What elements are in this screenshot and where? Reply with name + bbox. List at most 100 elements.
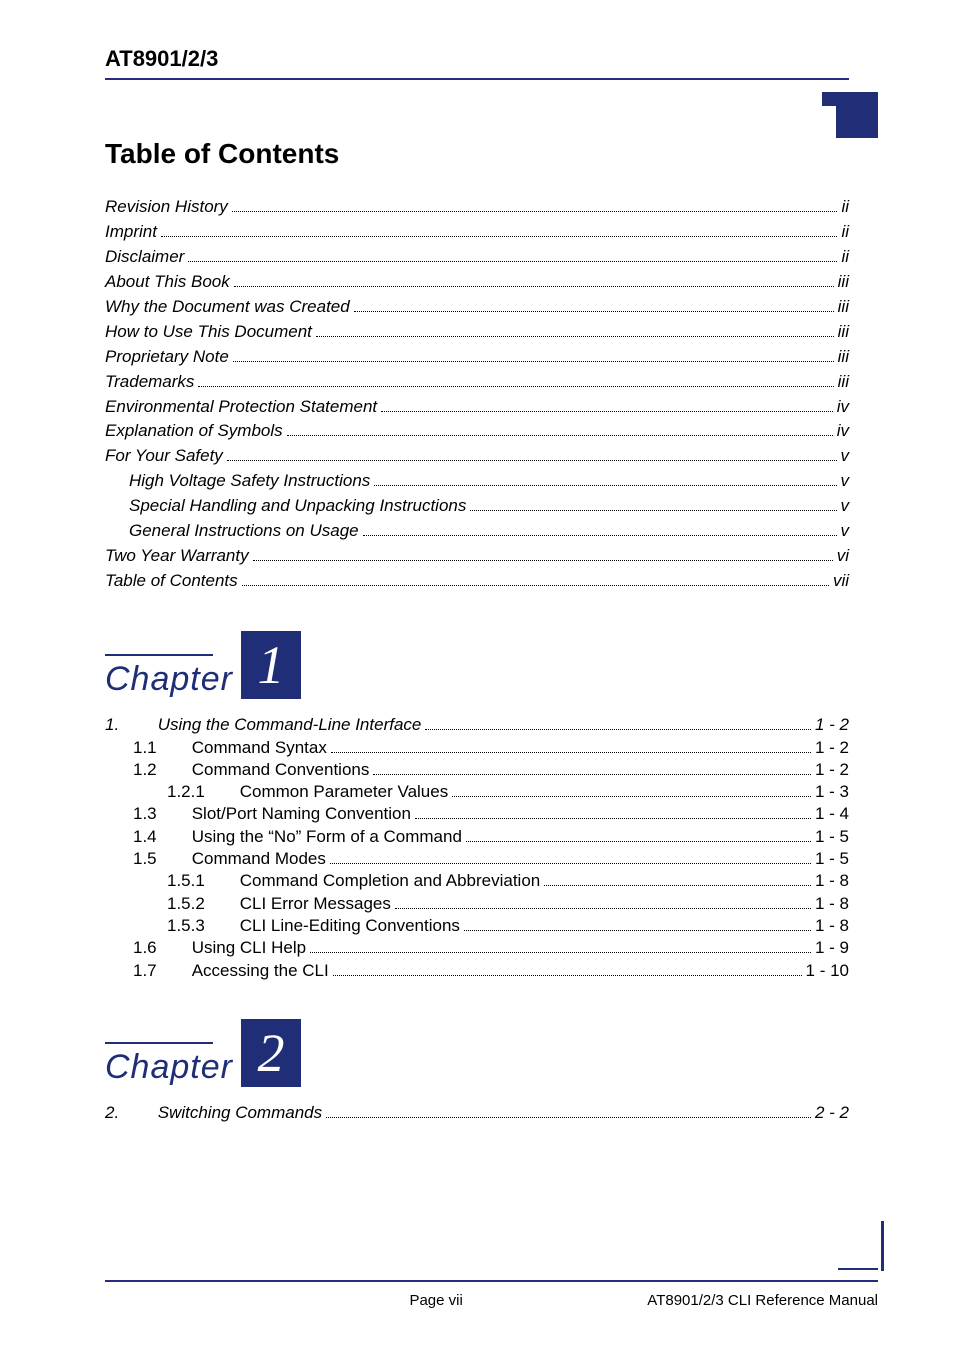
toc-page: 1 - 5 — [815, 849, 849, 869]
chapter-rule — [105, 1042, 213, 1044]
toc-page: 1 - 8 — [815, 916, 849, 936]
toc-entry-number: 1.2.1 — [105, 782, 235, 802]
toc-row[interactable]: For Your Safety v — [105, 445, 849, 468]
toc-leader-dots — [544, 871, 811, 886]
toc-leader-dots — [188, 247, 837, 262]
toc-row[interactable]: General Instructions on Usage v — [105, 520, 849, 543]
toc-row[interactable]: 1.3 Slot/Port Naming Convention 1 - 4 — [105, 804, 849, 824]
doc-id: AT8901/2/3 — [105, 46, 849, 72]
footer-left-spacer — [105, 1292, 225, 1309]
toc-row[interactable]: 1. Using the Command-Line Interface 1 - … — [105, 715, 849, 735]
toc-page: iii — [838, 321, 849, 344]
chapter-heading: Chapter1 — [105, 631, 849, 699]
toc-row[interactable]: 1.4 Using the “No” Form of a Command 1 -… — [105, 826, 849, 846]
toc-row[interactable]: 1.5.3 CLI Line-Editing Conventions 1 - 8 — [105, 916, 849, 936]
toc-leader-dots — [395, 893, 811, 908]
toc-leader-dots — [161, 222, 837, 237]
footer-doc-title: AT8901/2/3 CLI Reference Manual — [647, 1292, 878, 1309]
toc-leader-dots — [227, 446, 837, 461]
toc-page: v — [841, 470, 850, 493]
toc-label: Special Handling and Unpacking Instructi… — [129, 495, 466, 518]
toc-label: Revision History — [105, 196, 228, 219]
toc-label: Using the “No” Form of a Command — [187, 827, 462, 847]
toc-label: Table of Contents — [105, 570, 238, 593]
chapter-number-box: 2 — [241, 1019, 301, 1087]
toc-page: iii — [838, 371, 849, 394]
toc-leader-dots — [310, 938, 811, 953]
toc-row[interactable]: 1.2.1 Common Parameter Values 1 - 3 — [105, 782, 849, 802]
toc-leader-dots — [373, 760, 811, 775]
toc-leader-dots — [287, 421, 833, 436]
toc-row[interactable]: Trademarks iii — [105, 371, 849, 394]
toc-page: 1 - 2 — [815, 715, 849, 735]
toc-page: vii — [833, 570, 849, 593]
toc-label: Using CLI Help — [187, 938, 306, 958]
toc-label: Two Year Warranty — [105, 545, 249, 568]
chapter-label: Chapter — [105, 660, 233, 699]
toc-row[interactable]: 1.1 Command Syntax 1 - 2 — [105, 737, 849, 757]
toc-row[interactable]: Special Handling and Unpacking Instructi… — [105, 495, 849, 518]
toc-row[interactable]: About This Book iii — [105, 271, 849, 294]
toc-row[interactable]: Environmental Protection Statement iv — [105, 396, 849, 419]
toc-entry-number: 1.5 — [105, 849, 187, 869]
toc-label: About This Book — [105, 271, 230, 294]
toc-label: Command Completion and Abbreviation — [235, 871, 540, 891]
toc-label: Command Syntax — [187, 738, 327, 758]
toc-row[interactable]: Revision History ii — [105, 196, 849, 219]
toc-label: Why the Document was Created — [105, 296, 350, 319]
header-rule — [105, 78, 849, 80]
toc-label: Proprietary Note — [105, 346, 229, 369]
toc-label: General Instructions on Usage — [129, 520, 359, 543]
toc-label: Environmental Protection Statement — [105, 396, 377, 419]
toc-label: Command Conventions — [187, 760, 369, 780]
toc-leader-dots — [330, 849, 811, 864]
page-tab-icon — [836, 92, 878, 138]
toc-row[interactable]: Two Year Warranty vi — [105, 545, 849, 568]
toc-label: High Voltage Safety Instructions — [129, 470, 370, 493]
toc-row[interactable]: Table of Contents vii — [105, 570, 849, 593]
toc-label: Trademarks — [105, 371, 194, 394]
toc-leader-dots — [242, 571, 829, 586]
toc-row[interactable]: 1.5 Command Modes 1 - 5 — [105, 849, 849, 869]
toc-page: 2 - 2 — [815, 1103, 849, 1123]
toc-page: ii — [841, 221, 849, 244]
toc-label: Using the Command-Line Interface — [153, 715, 421, 735]
chapter-number-box: 1 — [241, 631, 301, 699]
toc-label: Switching Commands — [153, 1103, 322, 1123]
toc-label: Explanation of Symbols — [105, 420, 283, 443]
toc-row[interactable]: Proprietary Note iii — [105, 346, 849, 369]
toc-page: iv — [837, 396, 849, 419]
toc-page: iii — [838, 271, 849, 294]
toc-leader-dots — [326, 1103, 811, 1118]
page: AT8901/2/3 Table of Contents Revision Hi… — [0, 0, 954, 1351]
toc-label: Disclaimer — [105, 246, 184, 269]
toc-row[interactable]: How to Use This Document iii — [105, 321, 849, 344]
toc-page: ii — [841, 196, 849, 219]
footer-side-accent-icon — [874, 1221, 884, 1271]
toc-row[interactable]: 2. Switching Commands 2 - 2 — [105, 1103, 849, 1123]
toc-row[interactable]: Explanation of Symbols iv — [105, 420, 849, 443]
toc-label: Slot/Port Naming Convention — [187, 804, 411, 824]
toc-leader-dots — [452, 782, 811, 797]
toc-leader-dots — [466, 826, 811, 841]
toc-row[interactable]: 1.6 Using CLI Help 1 - 9 — [105, 938, 849, 958]
toc-row[interactable]: Imprint ii — [105, 221, 849, 244]
toc-row[interactable]: Why the Document was Created iii — [105, 296, 849, 319]
toc-row[interactable]: 1.5.2 CLI Error Messages 1 - 8 — [105, 893, 849, 913]
toc-row[interactable]: 1.5.1 Command Completion and Abbreviatio… — [105, 871, 849, 891]
toc-leader-dots — [470, 496, 836, 511]
toc-leader-dots — [374, 471, 836, 486]
toc-page: 1 - 3 — [815, 782, 849, 802]
chapter-label: Chapter — [105, 1048, 233, 1087]
toc-page: 1 - 10 — [806, 961, 849, 981]
toc-entry-number: 1.4 — [105, 827, 187, 847]
toc-entry-number: 2. — [105, 1103, 153, 1123]
toc-row[interactable]: 1.7 Accessing the CLI 1 - 10 — [105, 960, 849, 980]
toc-leader-dots — [234, 272, 834, 287]
toc-row[interactable]: Disclaimer ii — [105, 246, 849, 269]
footer-accent-icon — [838, 1268, 878, 1270]
toc-entry-number: 1.7 — [105, 961, 187, 981]
toc-row[interactable]: 1.2 Command Conventions 1 - 2 — [105, 760, 849, 780]
toc-label: Accessing the CLI — [187, 961, 329, 981]
toc-row[interactable]: High Voltage Safety Instructions v — [105, 470, 849, 493]
